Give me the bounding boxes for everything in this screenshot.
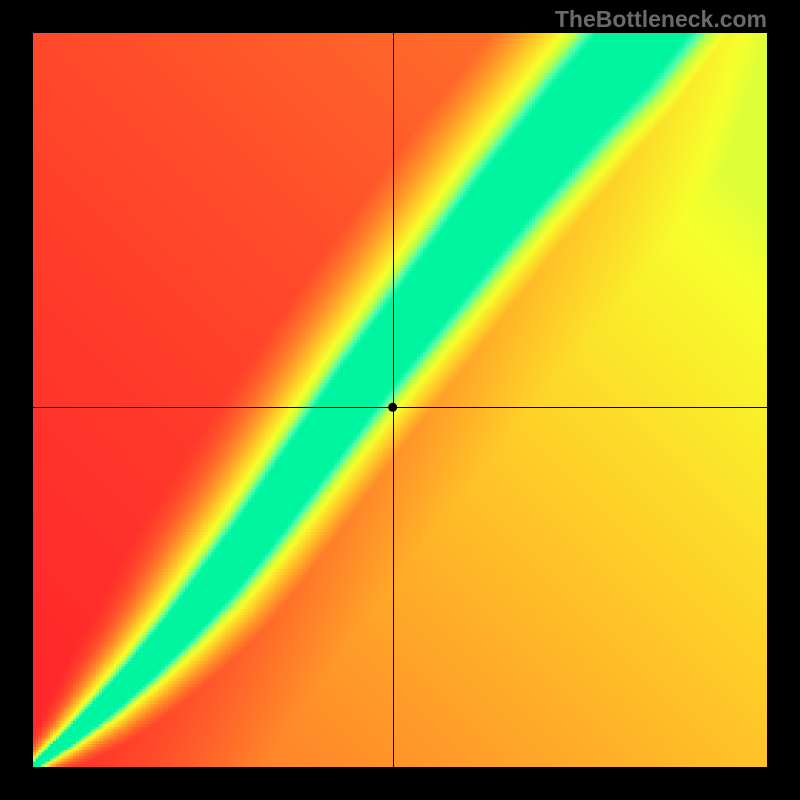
watermark-text: TheBottleneck.com — [555, 6, 767, 33]
overlay-canvas — [33, 33, 767, 767]
plot-area — [33, 33, 767, 767]
outer-frame: TheBottleneck.com — [0, 0, 800, 800]
